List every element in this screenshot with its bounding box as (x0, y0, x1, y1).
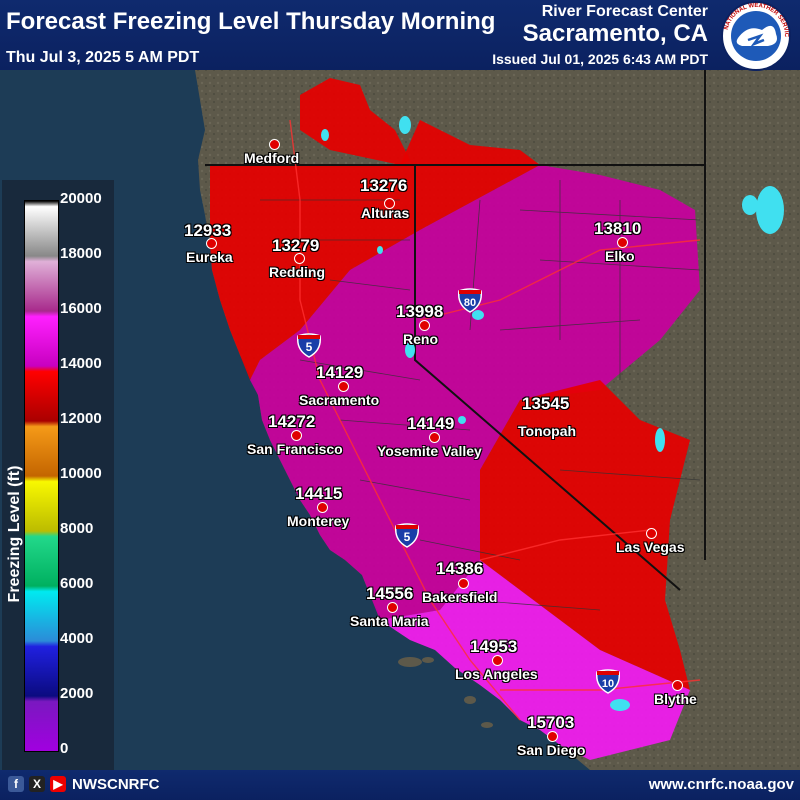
station-marker-redding (294, 253, 305, 264)
station-name-los-angeles: Los Angeles (455, 666, 538, 682)
station-marker-alturas (384, 198, 395, 209)
station-name-medford: Medford (244, 150, 300, 166)
station-marker-bakersfield (458, 578, 469, 589)
station-marker-las-vegas (646, 528, 657, 539)
station-name-redding: Redding (269, 264, 325, 280)
legend-tick-14000: 14000 (60, 355, 102, 372)
station-value-santa-maria: 14556 (366, 584, 414, 603)
station-value-redding: 13279 (272, 236, 320, 255)
legend-color-bar (24, 200, 59, 752)
station-name-bakersfield: Bakersfield (422, 589, 498, 605)
color-legend: 20000 18000 16000 14000 12000 10000 8000… (2, 180, 114, 770)
legend-tick-6000: 6000 (60, 575, 94, 592)
legend-tick-0: 0 (60, 740, 69, 757)
legend-tick-16000: 16000 (60, 300, 102, 317)
interstate-5-label-north: 5 (306, 340, 313, 354)
interstate-5-label-south: 5 (404, 530, 411, 544)
rfc-name: River Forecast Center (541, 3, 708, 20)
station-name-reno: Reno (403, 331, 438, 347)
station-marker-san-diego (547, 731, 558, 742)
footer-bar: f X ▶ NWSCNRFC www.cnrfc.noaa.gov (0, 770, 800, 800)
legend-tick-18000: 18000 (60, 245, 102, 262)
station-value-monterey: 14415 (295, 484, 343, 503)
station-value-yosemite-valley: 14149 (407, 414, 455, 433)
station-name-monterey: Monterey (287, 513, 350, 529)
freezing-zone-red (210, 120, 540, 380)
station-value-sacramento: 14129 (316, 363, 364, 382)
channel-islands (398, 657, 493, 728)
county-lines (260, 180, 701, 611)
station-value-eureka: 12933 (184, 221, 232, 240)
station-marker-blythe (672, 680, 683, 691)
facebook-icon[interactable]: f (8, 776, 24, 792)
nws-logo-icon[interactable]: NATIONAL WEATHER SERVICE (714, 0, 798, 72)
state-borders (205, 70, 706, 591)
interstate-10-label: 10 (602, 678, 614, 690)
youtube-icon[interactable]: ▶ (50, 776, 66, 792)
legend-tick-2000: 2000 (60, 685, 94, 702)
station-marker-sacramento (338, 381, 349, 392)
legend-axis-label: Freezing Level (ft) (6, 465, 23, 603)
interstate-80-shield: 80 (457, 288, 483, 313)
major-roads (289, 119, 701, 721)
freezing-zone-red-southeast (480, 380, 690, 690)
station-value-bakersfield: 14386 (436, 559, 484, 578)
issued-time: Issued Jul 01, 2025 6:43 AM PDT (492, 51, 708, 67)
station-marker-reno (419, 320, 430, 331)
legend-tick-10000: 10000 (60, 465, 102, 482)
station-marker-eureka (206, 238, 217, 249)
station-name-alturas: Alturas (361, 205, 410, 221)
legend-tick-4000: 4000 (60, 630, 94, 647)
station-value-alturas: 13276 (360, 176, 408, 195)
freezing-zone-magenta (250, 165, 700, 620)
station-marker-los-angeles (492, 655, 503, 666)
legend-tick-20000: 20000 (60, 190, 102, 207)
lakes (321, 116, 784, 711)
station-value-san-diego: 15703 (527, 713, 575, 732)
station-name-blythe: Blythe (654, 691, 697, 707)
station-name-elko: Elko (605, 248, 635, 264)
interstate-5-shield-south: 5 (394, 523, 420, 548)
station-value-elko: 13810 (594, 219, 642, 238)
interstate-80-label: 80 (464, 297, 476, 309)
station-name-san-francisco: San Francisco (247, 441, 343, 457)
map-title: Forecast Freezing Level Thursday Morning (6, 8, 496, 35)
station-marker-elko (617, 237, 628, 248)
station-name-yosemite-valley: Yosemite Valley (377, 443, 482, 459)
interstate-5-shield-north: 5 (296, 333, 322, 358)
station-name-las-vegas: Las Vegas (616, 539, 685, 555)
station-marker-san-francisco (291, 430, 302, 441)
legend-tick-8000: 8000 (60, 520, 94, 537)
station-value-reno: 13998 (396, 302, 444, 321)
social-handle[interactable]: NWSCNRFC (72, 776, 160, 793)
station-name-eureka: Eureka (186, 249, 233, 265)
header-bar: Forecast Freezing Level Thursday Morning… (0, 0, 800, 72)
station-name-tonopah: Tonopah (518, 423, 577, 439)
valid-time: Thu Jul 3, 2025 5 AM PDT (6, 49, 200, 66)
station-marker-monterey (317, 502, 328, 513)
interstate-10-shield: 10 (595, 669, 621, 694)
legend-tick-12000: 12000 (60, 410, 102, 427)
website-link[interactable]: www.cnrfc.noaa.gov (648, 776, 794, 793)
rfc-location: Sacramento, CA (522, 20, 708, 47)
station-value-los-angeles: 14953 (470, 637, 518, 656)
freezing-zone-red-north (300, 78, 410, 165)
station-name-sacramento: Sacramento (299, 392, 380, 408)
x-icon[interactable]: X (29, 776, 45, 792)
station-marker-yosemite-valley (429, 432, 440, 443)
station-marker-santa-maria (387, 602, 398, 613)
station-name-santa-maria: Santa Maria (350, 613, 429, 629)
station-name-san-diego: San Diego (517, 742, 586, 758)
freezing-zone-pink (380, 560, 690, 760)
station-value-san-francisco: 14272 (268, 412, 316, 431)
station-marker-medford (269, 139, 280, 150)
station-value-tonopah: 13545 (522, 394, 570, 413)
